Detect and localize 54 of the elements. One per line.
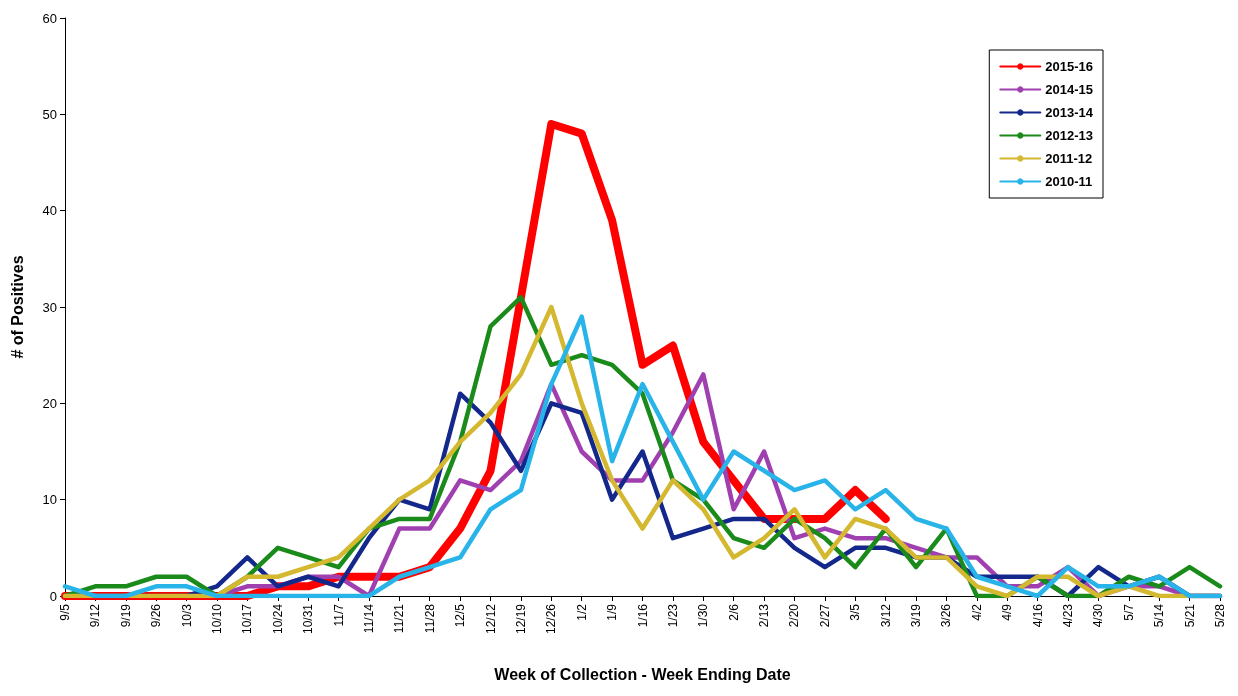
x-tick-label: 3/26 — [939, 603, 954, 628]
x-tick-label: 4/30 — [1091, 603, 1106, 628]
x-tick-label: 10/17 — [240, 603, 255, 635]
y-tick-label: 0 — [49, 588, 57, 604]
y-tick-label: 60 — [42, 10, 57, 26]
x-tick-label: 12/12 — [483, 603, 498, 635]
x-tick-label: 12/19 — [513, 603, 528, 635]
x-tick-label: 11/21 — [392, 603, 407, 634]
x-tick-label: 11/28 — [422, 603, 437, 634]
x-tick-label: 9/26 — [149, 603, 164, 628]
legend-label: 2010-11 — [1045, 174, 1093, 189]
x-tick-label: 2/6 — [726, 603, 741, 621]
x-tick-label: 10/31 — [301, 603, 316, 635]
y-tick-label: 30 — [42, 299, 57, 315]
x-tick-label: 2/20 — [787, 603, 802, 628]
x-tick-label: 10/10 — [209, 603, 224, 635]
legend-label: 2012-13 — [1045, 128, 1094, 143]
x-tick-label: 11/14 — [361, 603, 376, 634]
x-tick-label: 4/9 — [1000, 603, 1015, 621]
x-tick-label: 5/21 — [1182, 603, 1197, 628]
x-tick-label: 4/2 — [969, 603, 984, 621]
x-tick-label: 11/7 — [331, 603, 346, 627]
x-tick-label: 2/13 — [757, 603, 772, 628]
x-tick-label: 2/27 — [817, 603, 832, 628]
x-tick-label: 12/26 — [544, 603, 559, 635]
x-tick-label: 9/19 — [118, 603, 133, 628]
x-tick-label: 3/5 — [848, 603, 863, 621]
x-axis-title: Week of Collection - Week Ending Date — [494, 665, 791, 683]
y-tick-label: 10 — [42, 492, 57, 508]
x-tick-label: 1/23 — [665, 603, 680, 628]
legend-label: 2011-12 — [1045, 151, 1093, 166]
x-tick-label: 4/23 — [1061, 603, 1076, 628]
x-tick-label: 1/16 — [635, 603, 650, 628]
x-tick-label: 9/12 — [88, 603, 103, 628]
x-tick-label: 1/9 — [605, 603, 620, 621]
x-tick-label: 5/14 — [1152, 603, 1167, 628]
x-tick-label: 12/5 — [453, 603, 468, 628]
y-tick-label: 50 — [42, 106, 57, 122]
x-tick-label: 10/3 — [179, 603, 194, 628]
x-tick-label: 3/19 — [909, 603, 924, 628]
y-axis-title: # of Positives — [8, 255, 26, 359]
y-tick-label: 40 — [42, 203, 57, 219]
y-tick-label: 20 — [42, 395, 57, 411]
x-tick-label: 4/16 — [1030, 603, 1045, 628]
x-tick-label: 1/2 — [574, 603, 589, 621]
x-tick-label: 10/24 — [270, 603, 285, 635]
x-tick-label: 5/7 — [1121, 603, 1136, 621]
legend-label: 2014-15 — [1045, 82, 1094, 97]
x-tick-label: 1/30 — [696, 603, 711, 628]
x-tick-label: 3/12 — [878, 603, 893, 628]
x-tick-label: 9/5 — [58, 603, 72, 621]
x-tick-label: 5/28 — [1213, 603, 1227, 628]
legend-label: 2013-14 — [1045, 105, 1094, 120]
legend-label: 2015-16 — [1045, 59, 1094, 74]
